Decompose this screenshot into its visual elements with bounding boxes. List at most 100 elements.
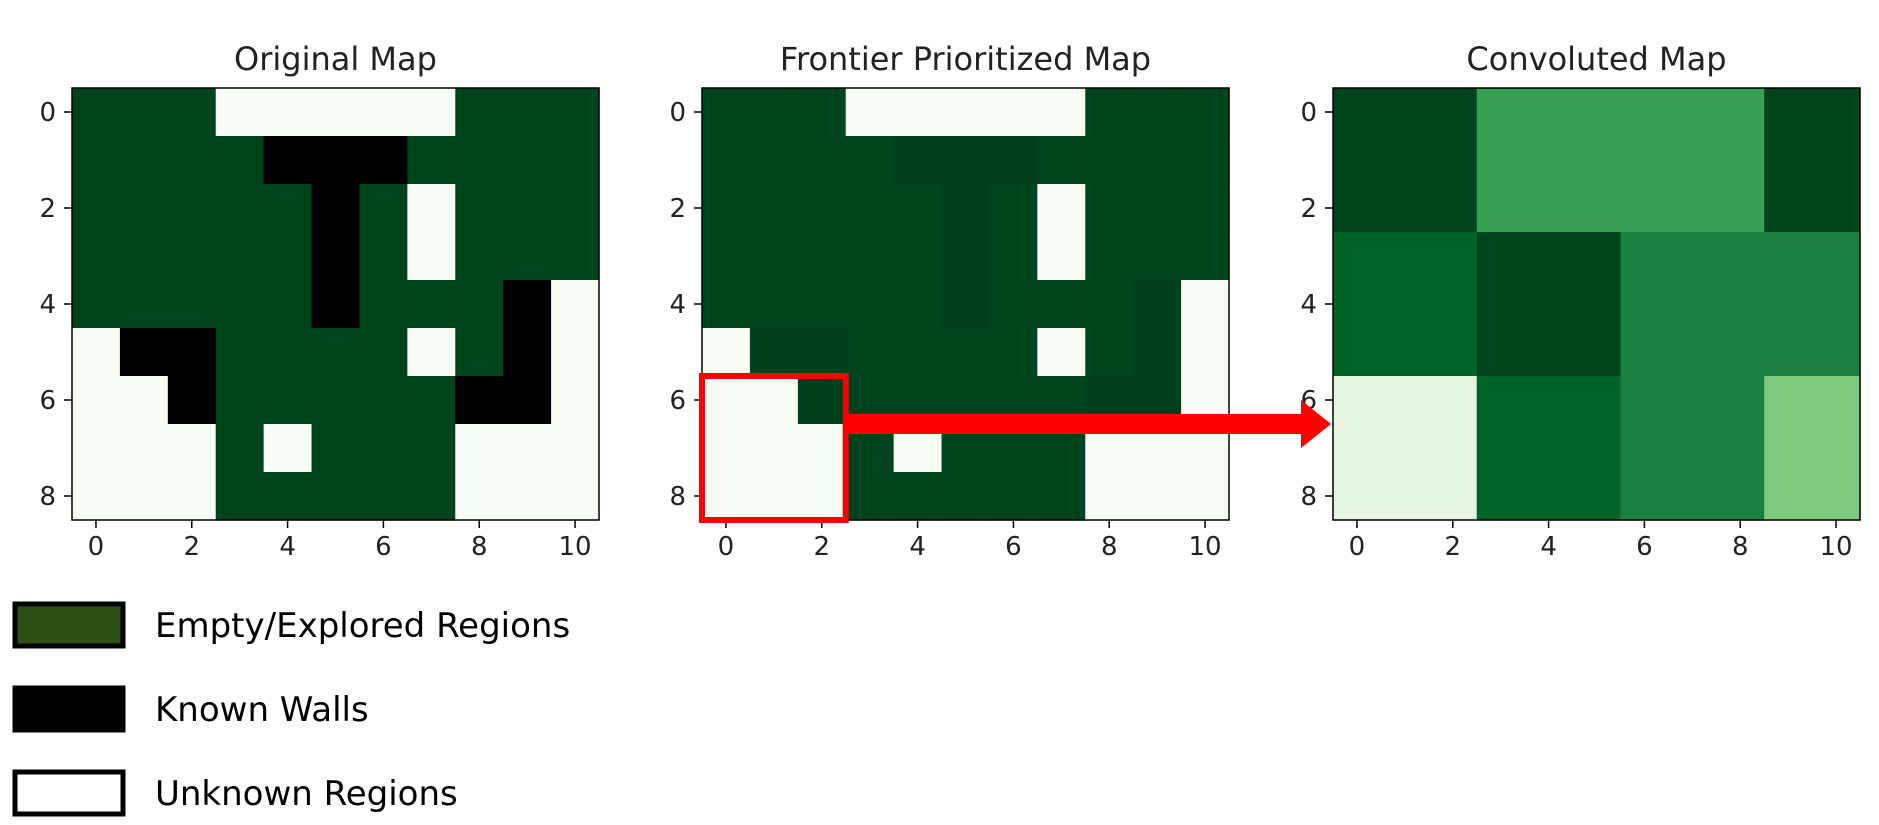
x-tick-label: 10 [1188, 532, 1221, 562]
heatmap-cell [989, 328, 1038, 377]
heatmap-cell [263, 136, 313, 185]
y-tick-label: 0 [39, 98, 56, 128]
y-tick-label: 2 [1300, 194, 1317, 224]
legend-item-walls: Known Walls [12, 685, 369, 733]
heatmap-cell [989, 472, 1038, 521]
heatmap-cell [749, 280, 799, 329]
heatmap-cell [893, 328, 943, 377]
y-tick-label: 6 [669, 386, 686, 416]
heatmap-cell [845, 472, 895, 521]
heatmap-cell [551, 472, 600, 521]
heatmap-cell [749, 136, 799, 185]
heatmap-cell [1133, 280, 1182, 329]
heatmap-cell [1133, 328, 1182, 377]
y-tick-label: 4 [1300, 290, 1317, 320]
heatmap-cell [749, 376, 799, 425]
heatmap-cell [215, 280, 265, 329]
heatmap-cell [893, 280, 943, 329]
heatmap-cell [749, 472, 799, 521]
legend-swatch-explored [12, 601, 126, 649]
heatmap-cell [359, 424, 408, 473]
heatmap-cell [119, 136, 169, 185]
heatmap-cell [845, 184, 895, 233]
heatmap-cell [797, 424, 847, 473]
heatmap-cell [893, 184, 943, 233]
heatmap-cell [311, 136, 361, 185]
heatmap-cell [749, 424, 799, 473]
heatmap-cell [1037, 88, 1086, 137]
heatmap-cell [407, 88, 456, 137]
heatmap-cell [1764, 376, 1861, 521]
heatmap-cell [845, 88, 895, 137]
heatmap-cell [311, 88, 361, 137]
heatmap-cell [215, 424, 265, 473]
heatmap-cell [263, 88, 313, 137]
heatmap-cell [167, 424, 217, 473]
heatmap-cell [1181, 472, 1230, 521]
heatmap-cell [503, 88, 552, 137]
heatmap-cell [72, 232, 121, 281]
heatmap-cell [503, 136, 552, 185]
heatmap-cell [359, 88, 408, 137]
heatmap-cell [551, 136, 600, 185]
panel-frontier-map: Frontier Prioritized Map 0 2 4 6 8 10 0 2 4 6 8 [669, 40, 1230, 562]
heatmap-cell [263, 280, 313, 329]
heatmap-cell [551, 184, 600, 233]
heatmap-cell [941, 184, 991, 233]
heatmap-cell [503, 184, 552, 233]
heatmap-cell [72, 472, 121, 521]
heatmap-cell [1333, 376, 1478, 521]
heatmap-cell [702, 376, 751, 425]
heatmap-cell [797, 376, 847, 425]
heatmap-cell [749, 184, 799, 233]
heatmap-cell [503, 232, 552, 281]
heatmap-cell [1037, 472, 1086, 521]
heatmap-cell [311, 232, 361, 281]
heatmap-cell [119, 88, 169, 137]
heatmap-cell [551, 88, 600, 137]
heatmap-cell [72, 136, 121, 185]
panel-title: Convoluted Map [1466, 40, 1726, 78]
y-tick-label: 8 [1300, 482, 1317, 512]
heatmap-cell [119, 376, 169, 425]
heatmap-cell [702, 136, 751, 185]
heatmap-cell [1333, 232, 1478, 377]
heatmap-cell [1476, 88, 1622, 233]
legend-item-unknown: Unknown Regions [12, 769, 458, 817]
heatmap-cell [989, 88, 1038, 137]
heatmap-cell [215, 328, 265, 377]
heatmap-cell [1133, 136, 1182, 185]
heatmap-cell [845, 232, 895, 281]
heatmap-cell [263, 232, 313, 281]
legend-swatch-unknown [12, 769, 126, 817]
heatmap-cell [1620, 376, 1765, 521]
panel-title: Original Map [234, 40, 437, 78]
heatmap-cell [941, 232, 991, 281]
heatmap-cell [167, 232, 217, 281]
heatmap-cell [989, 136, 1038, 185]
heatmap-cell [72, 424, 121, 473]
heatmap-cell [72, 280, 121, 329]
x-tick-label: 8 [1732, 532, 1749, 562]
heatmap-cell [72, 328, 121, 377]
heatmap-cell [1476, 376, 1622, 521]
heatmap-cell [551, 376, 600, 425]
y-tick-label: 0 [669, 98, 686, 128]
x-tick-label: 8 [471, 532, 488, 562]
heatmap-cell [941, 280, 991, 329]
heatmap-cell [215, 136, 265, 185]
highlight-box [699, 373, 849, 523]
heatmap-cell [1085, 328, 1134, 377]
heatmap-cell [1181, 232, 1230, 281]
heatmap-cell [407, 184, 456, 233]
heatmap-cell [1181, 184, 1230, 233]
heatmap-cell [989, 280, 1038, 329]
y-tick-label: 2 [669, 194, 686, 224]
heatmap-cell [1085, 232, 1134, 281]
y-tick-label: 2 [39, 194, 56, 224]
heatmap-cell [845, 136, 895, 185]
heatmap-cell [455, 184, 504, 233]
y-tick-label: 4 [39, 290, 56, 320]
heatmap-cell [167, 136, 217, 185]
heatmap-cell [1037, 184, 1086, 233]
